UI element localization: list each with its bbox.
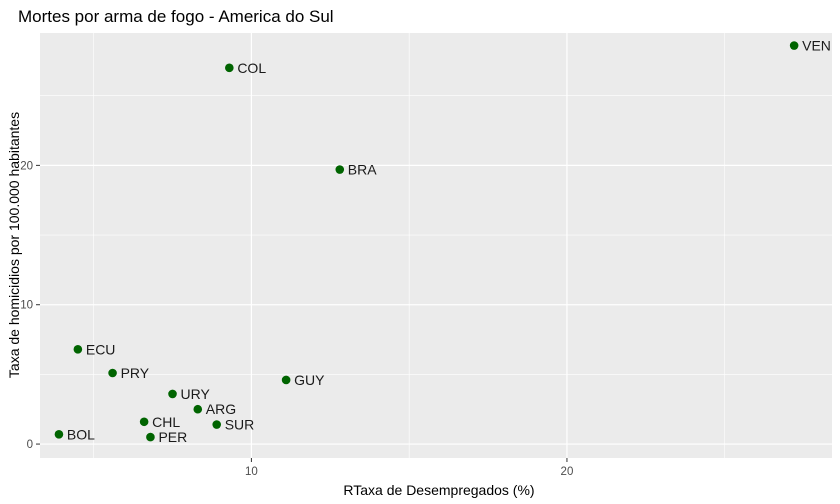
data-point-bol (54, 430, 64, 439)
plot-panel (40, 33, 832, 458)
point-label-ven: VEN (802, 38, 831, 54)
data-points (54, 41, 799, 442)
x-tick-label: 10 (245, 466, 258, 478)
point-label-bol: BOL (67, 426, 95, 442)
y-tick-label: 10 (20, 300, 33, 312)
data-point-col (225, 63, 234, 73)
minor-gridlines (40, 33, 832, 458)
point-label-arg: ARG (206, 401, 236, 417)
axis-ticks (36, 164, 568, 462)
point-label-pry: PRY (121, 365, 150, 381)
chart-title: Mortes por arma de fogo - America do Sul (18, 7, 334, 26)
major-gridlines (40, 33, 832, 458)
point-label-ecu: ECU (86, 341, 116, 357)
data-point-arg (193, 404, 203, 414)
data-point-chl (139, 417, 149, 427)
data-point-ecu (73, 345, 83, 354)
y-tick-label: 20 (20, 160, 33, 172)
data-point-guy (281, 375, 291, 385)
x-axis-label: RTaxa de Desempregados (%) (343, 482, 534, 498)
point-label-col: COL (237, 60, 266, 76)
y-axis-label: Taxa de homicidios por 100.000 habitante… (6, 112, 22, 378)
data-point-bra (335, 165, 345, 174)
data-point-ven (789, 41, 799, 50)
y-tick-label: 0 (27, 439, 33, 451)
point-label-sur: SUR (225, 417, 255, 433)
point-label-guy: GUY (294, 372, 325, 388)
x-tick-label: 20 (561, 466, 574, 478)
point-label-chl: CHL (152, 414, 180, 430)
data-point-pry (108, 368, 117, 378)
data-point-ury (168, 389, 177, 399)
data-point-per (146, 432, 155, 442)
point-label-bra: BRA (348, 162, 377, 178)
data-point-sur (212, 420, 222, 429)
point-label-per: PER (158, 429, 187, 445)
point-label-ury: URY (181, 386, 211, 402)
tick-labels: 10 20 0 10 20 (20, 160, 573, 478)
